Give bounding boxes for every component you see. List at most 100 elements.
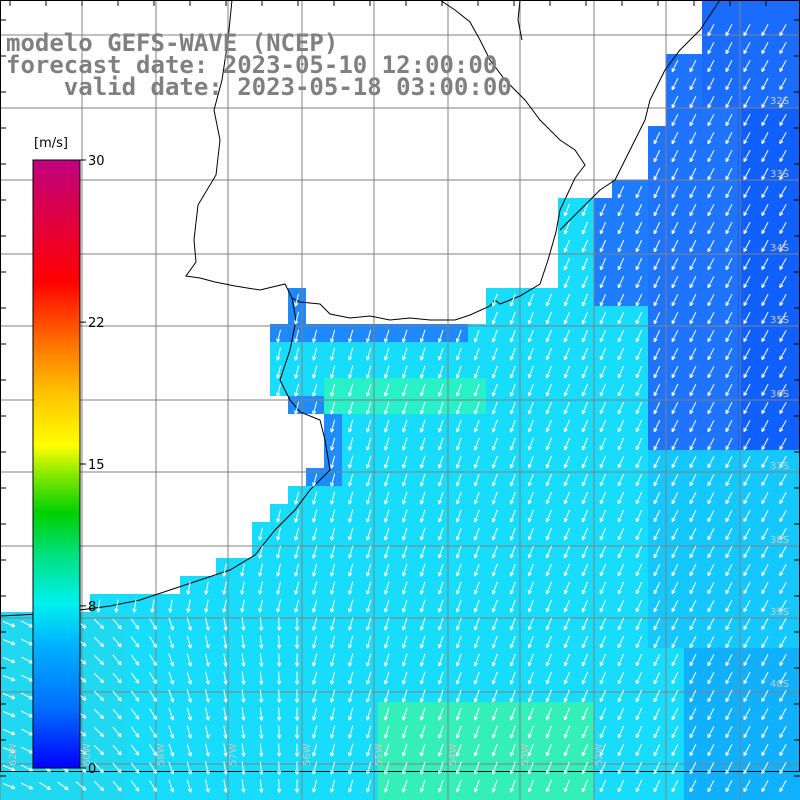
speed-cell [756, 558, 774, 576]
wind-arrow [761, 42, 769, 55]
speed-cell [0, 792, 18, 800]
speed-cell [198, 576, 216, 594]
wind-arrow [149, 726, 157, 738]
speed-cell [702, 288, 720, 306]
speed-cell [558, 774, 576, 792]
speed-cell [342, 558, 360, 576]
wind-arrow [671, 113, 679, 127]
wind-arrow [725, 545, 733, 559]
wind-arrow [617, 671, 625, 685]
wind-arrow [761, 564, 769, 577]
speed-cell [378, 558, 396, 576]
wind-arrow [366, 365, 372, 379]
speed-cell [720, 540, 738, 558]
speed-cell [468, 648, 486, 666]
speed-cell [594, 594, 612, 612]
speed-cell [666, 216, 684, 234]
wind-arrow [563, 581, 570, 595]
wind-arrow [491, 653, 498, 667]
wind-arrow [761, 96, 769, 109]
wind-arrow [599, 671, 607, 685]
wind-arrow [563, 347, 570, 361]
speed-cell [684, 162, 702, 180]
speed-cell [774, 36, 792, 54]
wind-arrow [707, 491, 715, 505]
speed-cell [108, 792, 126, 800]
speed-cell [630, 612, 648, 630]
speed-cell [486, 324, 504, 342]
wind-arrow [240, 563, 245, 577]
wind-arrow [437, 455, 444, 469]
speed-cell [792, 612, 800, 630]
wind-arrow [473, 563, 480, 577]
speed-cell [108, 630, 126, 648]
speed-cell [468, 684, 486, 702]
wind-arrow [384, 329, 390, 343]
speed-cell [666, 162, 684, 180]
speed-cell [306, 684, 324, 702]
speed-cell [162, 612, 180, 630]
wind-arrow [473, 743, 480, 757]
speed-cell [648, 180, 666, 198]
wind-arrow [599, 311, 607, 325]
wind-arrow [743, 366, 751, 379]
wind-arrow [402, 365, 408, 379]
speed-cell [378, 648, 396, 666]
wind-arrow [312, 365, 318, 379]
speed-cell [648, 324, 666, 342]
wind-arrow [761, 690, 769, 703]
wind-arrow [384, 473, 390, 487]
speed-cell [450, 738, 468, 756]
speed-cell [630, 522, 648, 540]
speed-cell [576, 342, 594, 360]
wind-arrow [563, 365, 570, 379]
speed-cell [486, 288, 504, 306]
speed-cell [702, 234, 720, 252]
wind-arrow [491, 761, 498, 775]
speed-cell [234, 558, 252, 576]
wind-arrow [671, 689, 679, 703]
wind-arrow [312, 635, 318, 649]
speed-cell [702, 324, 720, 342]
wind-arrow [437, 473, 444, 487]
wind-arrow [581, 689, 589, 703]
wind-arrow [186, 635, 192, 649]
wind-arrow [509, 635, 516, 649]
speed-cell [342, 378, 360, 396]
wind-arrow [509, 761, 516, 775]
speed-cell [648, 234, 666, 252]
speed-cell [378, 342, 396, 360]
wind-arrow [671, 149, 679, 163]
wind-arrow [581, 239, 589, 253]
speed-cell [378, 720, 396, 738]
speed-cell [504, 630, 522, 648]
speed-cell [630, 684, 648, 702]
wind-arrow [527, 581, 534, 595]
speed-cell [342, 450, 360, 468]
speed-cell [702, 612, 720, 630]
wind-arrow [223, 779, 228, 793]
wind-arrow [455, 635, 462, 649]
wind-arrow [149, 654, 157, 666]
speed-cell [126, 630, 144, 648]
speed-cell [702, 378, 720, 396]
speed-cell [738, 198, 756, 216]
wind-arrow [2, 765, 16, 772]
speed-cell [216, 738, 234, 756]
wind-arrow [491, 671, 498, 685]
speed-cell [720, 648, 738, 666]
speed-cell [504, 558, 522, 576]
wind-arrow [689, 149, 697, 163]
wind-arrow [312, 329, 318, 343]
speed-cell [630, 666, 648, 684]
wind-arrow [312, 491, 318, 505]
wind-arrow [312, 599, 318, 613]
wind-arrow [779, 114, 787, 127]
speed-cell [288, 288, 306, 306]
speed-cell [324, 378, 342, 396]
speed-cell [504, 702, 522, 720]
speed-cell [558, 306, 576, 324]
speed-cell [792, 90, 800, 108]
wind-arrow [491, 491, 498, 505]
